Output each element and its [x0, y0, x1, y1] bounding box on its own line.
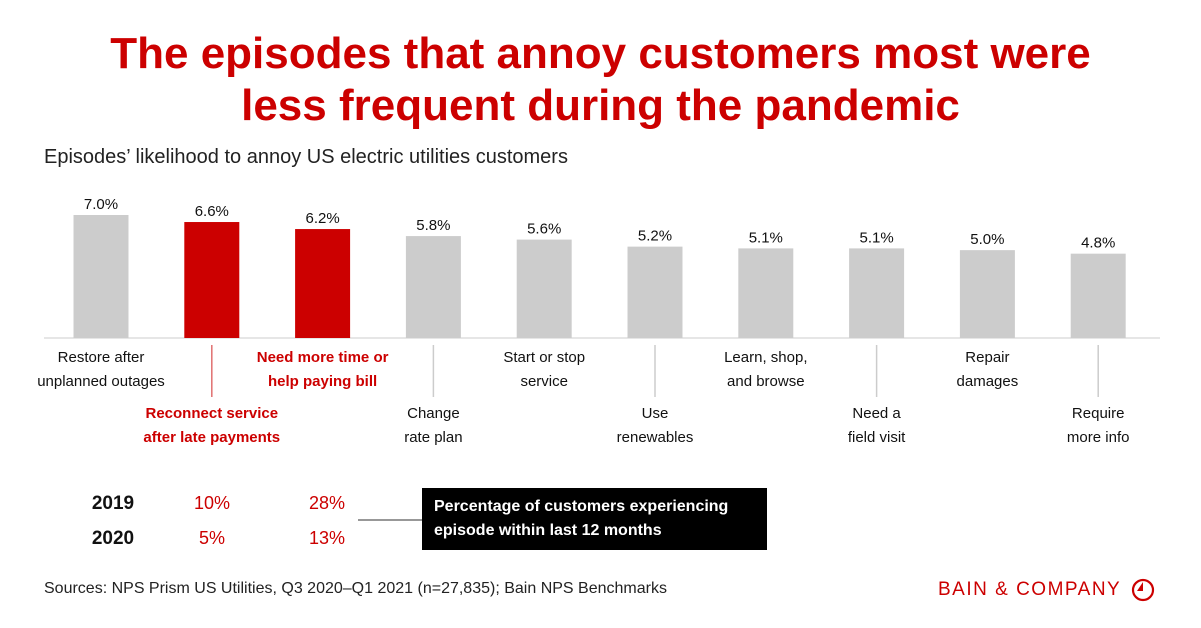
logo: BAIN & COMPANY — [938, 578, 1155, 602]
bar — [959, 250, 1015, 338]
reconnect-pct: 10% — [194, 493, 230, 513]
bar — [73, 215, 129, 338]
data-label: 5.2% — [638, 228, 672, 245]
category-label: Learn, shop, — [724, 349, 807, 366]
data-label: 4.8% — [1081, 235, 1115, 252]
chart-subtitle: Episodes’ likelihood to annoy US electri… — [44, 146, 568, 168]
category-label: service — [520, 373, 568, 390]
category-label: and browse — [727, 373, 805, 390]
category-label: help paying bill — [268, 373, 377, 390]
sources: Sources: NPS Prism US Utilities, Q3 2020… — [44, 580, 667, 597]
category-label: damages — [957, 373, 1019, 390]
year-label: 2019 — [92, 493, 134, 514]
data-label: 5.6% — [527, 221, 561, 238]
category-label: Use — [642, 405, 669, 422]
reconnect-pct: 5% — [199, 528, 225, 548]
more-time-pct: 13% — [309, 528, 345, 548]
logo-icon — [1132, 578, 1155, 602]
category-label: Restore after — [58, 349, 145, 366]
bar — [627, 246, 683, 338]
bar — [516, 239, 572, 338]
title-line-2: less frequent during the pandemic — [241, 81, 960, 130]
year-label: 2020 — [92, 528, 134, 549]
category-label: unplanned outages — [37, 373, 165, 390]
category-label: more info — [1067, 429, 1130, 446]
data-label: 6.6% — [195, 203, 229, 220]
bar — [184, 222, 240, 338]
more-time-pct: 28% — [309, 493, 345, 513]
bar — [1070, 253, 1126, 338]
data-label: 5.8% — [416, 217, 450, 234]
chart-title: The episodes that annoy customers most w… — [0, 28, 1201, 132]
data-label: 5.1% — [749, 229, 783, 246]
category-label: Need a — [852, 405, 901, 422]
category-label: Require — [1072, 405, 1125, 422]
bar — [295, 229, 351, 338]
data-label: 5.0% — [970, 231, 1004, 248]
bar — [738, 248, 794, 338]
annotation-box: Percentage of customers experiencing epi… — [422, 488, 767, 550]
bar — [849, 248, 905, 338]
category-label: Repair — [965, 349, 1009, 366]
category-label: renewables — [617, 429, 694, 446]
title-line-1: The episodes that annoy customers most w… — [110, 29, 1091, 78]
data-label: 7.0% — [84, 196, 118, 213]
data-label: 6.2% — [305, 210, 339, 227]
category-label: after late payments — [143, 429, 280, 446]
data-label: 5.1% — [859, 229, 893, 246]
category-label: field visit — [848, 429, 906, 446]
category-label: Need more time or — [257, 349, 389, 366]
category-label: Change — [407, 405, 460, 422]
category-label: rate plan — [404, 429, 462, 446]
category-label: Reconnect service — [146, 405, 279, 422]
bar — [405, 236, 461, 338]
logo-text: BAIN & COMPANY — [938, 579, 1122, 600]
category-label: Start or stop — [503, 349, 585, 366]
